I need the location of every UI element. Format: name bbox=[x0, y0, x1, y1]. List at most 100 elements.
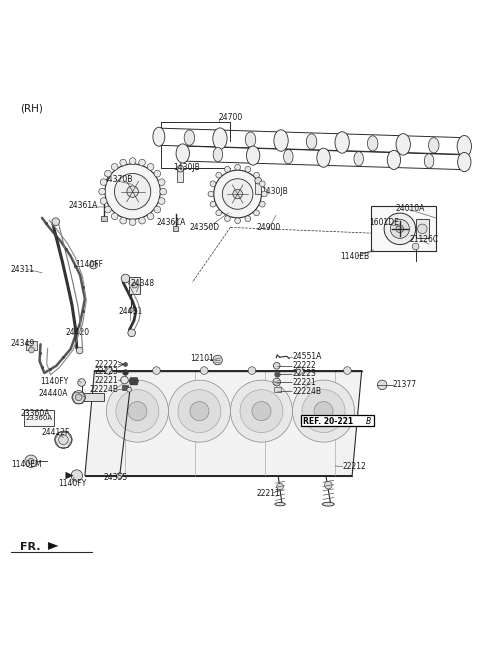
Circle shape bbox=[418, 224, 427, 234]
Circle shape bbox=[216, 210, 222, 216]
Text: 1140EB: 1140EB bbox=[340, 251, 369, 261]
Circle shape bbox=[253, 172, 259, 178]
Circle shape bbox=[292, 380, 355, 442]
Bar bbox=[84, 393, 104, 401]
Circle shape bbox=[248, 367, 256, 374]
Circle shape bbox=[245, 216, 251, 222]
Text: 24350D: 24350D bbox=[190, 223, 220, 232]
Text: 24420: 24420 bbox=[66, 328, 90, 337]
Text: 24900: 24900 bbox=[257, 223, 281, 232]
Circle shape bbox=[160, 188, 167, 195]
Circle shape bbox=[252, 401, 271, 420]
Ellipse shape bbox=[367, 136, 378, 151]
Circle shape bbox=[76, 347, 83, 354]
Text: 24361A: 24361A bbox=[68, 201, 97, 211]
Circle shape bbox=[253, 210, 259, 216]
Text: REF. 20-221: REF. 20-221 bbox=[303, 416, 353, 426]
Text: 22224B: 22224B bbox=[292, 387, 322, 395]
Text: 1140EM: 1140EM bbox=[11, 460, 42, 469]
Ellipse shape bbox=[184, 130, 195, 145]
Circle shape bbox=[240, 389, 283, 432]
Text: 22223: 22223 bbox=[95, 368, 118, 376]
Ellipse shape bbox=[306, 134, 317, 149]
Circle shape bbox=[154, 206, 161, 213]
Text: 1140FF: 1140FF bbox=[75, 259, 103, 269]
Ellipse shape bbox=[317, 148, 330, 167]
Circle shape bbox=[260, 201, 265, 207]
Circle shape bbox=[111, 213, 118, 220]
Circle shape bbox=[52, 218, 60, 226]
Circle shape bbox=[158, 198, 165, 205]
Circle shape bbox=[100, 179, 107, 185]
Ellipse shape bbox=[153, 127, 165, 147]
Circle shape bbox=[99, 188, 106, 195]
Ellipse shape bbox=[213, 128, 227, 149]
Circle shape bbox=[117, 473, 122, 478]
Text: 23360A: 23360A bbox=[25, 414, 52, 421]
Text: 22224B: 22224B bbox=[89, 385, 118, 393]
Circle shape bbox=[107, 380, 168, 442]
Circle shape bbox=[147, 164, 154, 170]
Circle shape bbox=[178, 389, 221, 432]
Circle shape bbox=[222, 179, 253, 209]
Text: 24551A: 24551A bbox=[292, 352, 322, 361]
Circle shape bbox=[225, 216, 230, 222]
Text: 24431: 24431 bbox=[118, 308, 143, 316]
Circle shape bbox=[59, 435, 68, 445]
Text: 21126C: 21126C bbox=[409, 235, 439, 244]
Circle shape bbox=[245, 166, 251, 172]
Circle shape bbox=[90, 261, 97, 269]
Circle shape bbox=[213, 355, 222, 365]
Circle shape bbox=[225, 166, 230, 172]
Circle shape bbox=[262, 191, 267, 197]
Text: 1430JB: 1430JB bbox=[262, 187, 288, 196]
Bar bbox=[275, 387, 281, 392]
Circle shape bbox=[277, 483, 283, 490]
Text: FR.: FR. bbox=[21, 542, 41, 552]
Bar bbox=[173, 226, 179, 231]
Text: 22221: 22221 bbox=[292, 378, 316, 387]
Ellipse shape bbox=[246, 146, 260, 165]
Circle shape bbox=[139, 159, 145, 166]
Circle shape bbox=[128, 401, 147, 420]
Circle shape bbox=[153, 367, 160, 374]
Text: 22212: 22212 bbox=[343, 461, 366, 471]
Circle shape bbox=[260, 181, 265, 187]
Bar bbox=[255, 181, 261, 194]
Circle shape bbox=[105, 164, 160, 219]
Circle shape bbox=[129, 158, 136, 164]
Bar bbox=[121, 385, 128, 390]
Circle shape bbox=[128, 329, 135, 337]
Circle shape bbox=[177, 166, 184, 172]
Circle shape bbox=[302, 389, 345, 432]
Circle shape bbox=[28, 459, 34, 464]
Text: 1140FY: 1140FY bbox=[59, 479, 87, 488]
Circle shape bbox=[390, 219, 409, 238]
Text: 21377: 21377 bbox=[393, 380, 417, 389]
Text: 24355: 24355 bbox=[104, 473, 128, 482]
Circle shape bbox=[168, 380, 230, 442]
Circle shape bbox=[255, 178, 262, 184]
Circle shape bbox=[105, 170, 111, 177]
Ellipse shape bbox=[323, 502, 334, 506]
Circle shape bbox=[121, 274, 130, 282]
Circle shape bbox=[377, 380, 387, 389]
Circle shape bbox=[235, 218, 240, 224]
Circle shape bbox=[210, 201, 216, 207]
Circle shape bbox=[235, 164, 240, 170]
Text: 24361A: 24361A bbox=[156, 218, 186, 227]
Circle shape bbox=[412, 243, 419, 250]
Circle shape bbox=[120, 376, 128, 384]
Circle shape bbox=[72, 391, 85, 404]
Bar bbox=[101, 216, 107, 221]
Circle shape bbox=[139, 217, 145, 224]
Circle shape bbox=[25, 455, 37, 467]
Circle shape bbox=[147, 213, 154, 220]
Circle shape bbox=[230, 380, 292, 442]
Circle shape bbox=[71, 470, 83, 481]
Circle shape bbox=[129, 308, 133, 312]
Text: 22223: 22223 bbox=[292, 370, 316, 378]
Text: 24311: 24311 bbox=[11, 265, 35, 274]
Circle shape bbox=[158, 179, 165, 185]
Ellipse shape bbox=[335, 132, 349, 153]
